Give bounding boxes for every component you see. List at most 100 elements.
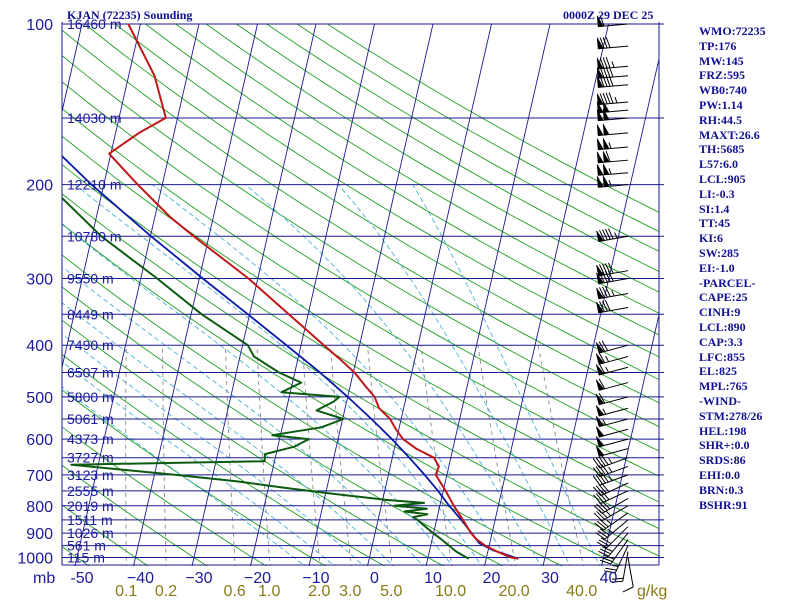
isotherm-line xyxy=(601,312,659,566)
wind-barb xyxy=(596,228,629,242)
sounding-profiles xyxy=(62,23,519,560)
mixing-ratio-label: 3.0 xyxy=(339,583,361,600)
dry-adiabat-line xyxy=(266,23,659,252)
height-label: 8449 m xyxy=(67,306,114,322)
index-item: LI:-0.3 xyxy=(699,186,735,201)
index-item: LCL:890 xyxy=(699,319,746,334)
temperature-tick-label: 20 xyxy=(483,570,501,587)
wind-barb xyxy=(593,490,629,504)
wind-barb xyxy=(596,15,629,28)
dry-adiabat-line xyxy=(62,389,327,566)
height-label: 5061 m xyxy=(67,411,114,427)
wind-barb xyxy=(596,92,629,106)
wind-barb xyxy=(595,415,629,428)
wind-barb xyxy=(595,378,629,391)
height-label: 2555 m xyxy=(67,483,114,499)
dry-adiabat-line xyxy=(62,135,659,503)
wind-barb xyxy=(596,36,629,50)
wind-barb xyxy=(596,286,629,300)
index-item: STM:278/26 xyxy=(699,408,763,423)
dry-adiabat-line xyxy=(0,24,33,569)
mixing-ratio-label: 0.6 xyxy=(224,583,246,600)
isotherm-line xyxy=(308,23,434,566)
index-item: LCL:905 xyxy=(699,171,746,186)
index-item: TH:5685 xyxy=(699,142,745,157)
mixing-ratio-label: 20.0 xyxy=(499,583,530,600)
mixing-ratio-line xyxy=(301,345,321,566)
wind-barb xyxy=(594,512,629,531)
index-item: CAPE:25 xyxy=(699,290,748,305)
wind-barb xyxy=(593,498,629,514)
index-item: KI:6 xyxy=(699,231,723,246)
dry-adiabat-line xyxy=(62,193,659,557)
sounding-indices: WMO:72235 TP:176 MW:145 FRZ:595 WB0:740 PW:1.… xyxy=(699,24,799,512)
height-label: 2019 m xyxy=(67,498,114,514)
axis-labels: 16460 m 14030 m 12210 m 10780 m 9550 m 8449 m… xyxy=(17,16,667,600)
height-label: 5800 m xyxy=(67,389,114,405)
index-item: FRZ:595 xyxy=(699,68,745,83)
index-item: MW:145 xyxy=(699,53,744,68)
wind-barb xyxy=(596,163,629,176)
wind-barb xyxy=(595,352,629,365)
mixing-ratio-line xyxy=(224,345,236,566)
wind-barb xyxy=(595,436,629,448)
index-item: TP:176 xyxy=(699,38,737,53)
isotherm-line xyxy=(250,23,375,566)
wind-barb xyxy=(593,505,629,522)
isobars xyxy=(61,22,664,566)
wind-barb xyxy=(599,539,629,565)
mixing-ratio-label: 10.0 xyxy=(435,583,466,600)
index-item: EL:825 xyxy=(699,364,738,379)
index-item: -PARCEL- xyxy=(699,275,756,290)
isotherm-line xyxy=(0,24,24,569)
dry-adiabat-line xyxy=(62,54,659,428)
index-item: L57:6.0 xyxy=(699,157,738,172)
pressure-tick-label: 400 xyxy=(26,338,53,355)
wind-barbs xyxy=(592,15,634,593)
index-item: TT:45 xyxy=(699,216,731,231)
dry-adiabat-line xyxy=(62,464,208,566)
wind-barb xyxy=(595,393,629,406)
wind-barb xyxy=(595,519,629,540)
wind-barb xyxy=(598,532,629,557)
dry-adiabat-line xyxy=(62,81,659,452)
pressure-tick-label: 500 xyxy=(26,390,53,407)
temperature-tick-label: −30 xyxy=(185,570,212,587)
height-label: 10780 m xyxy=(67,228,121,244)
mixing-ratio-label: 40.0 xyxy=(566,583,597,600)
index-item: HEL:198 xyxy=(699,423,747,438)
wind-barb xyxy=(595,445,629,457)
dry-adiabat-line xyxy=(62,29,659,404)
mixing-ratio-line xyxy=(420,345,453,566)
dry-adiabat-line xyxy=(175,23,659,314)
index-item: MPL:765 xyxy=(699,379,748,394)
wind-barb xyxy=(592,455,629,469)
moist-adiabat-line xyxy=(152,184,512,566)
wind-barb xyxy=(595,363,629,376)
mixing-ratio-label: 2.0 xyxy=(308,583,330,600)
mixing-ratio-label: 0.1 xyxy=(115,583,137,600)
index-item: RH:44.5 xyxy=(699,112,742,127)
index-item: SHR+:0.0 xyxy=(699,438,750,453)
mixing-ratio-label: 5.0 xyxy=(380,583,402,600)
pressure-tick-label: 700 xyxy=(26,468,53,485)
temperature-trace xyxy=(108,23,519,560)
mixing-ratio-unit-label: g/kg xyxy=(637,583,667,600)
station-title: KJAN (72235) Sounding xyxy=(67,8,192,22)
wind-barb xyxy=(595,426,629,438)
wind-barb xyxy=(592,472,629,486)
index-item: SI:1.4 xyxy=(699,201,730,216)
mixing-ratio-line xyxy=(162,345,167,566)
wind-barb xyxy=(596,137,629,151)
dry-adiabat-line xyxy=(145,23,659,336)
moist-adiabat-line xyxy=(62,223,453,566)
wind-barb xyxy=(595,340,629,354)
mixing-ratio-line xyxy=(367,345,393,566)
wind-barb xyxy=(595,405,629,417)
moist-adiabat-line xyxy=(412,184,601,566)
temperature-tick-label: 40 xyxy=(600,570,618,587)
temperature-tick-label: −40 xyxy=(127,570,154,587)
isotherm-line xyxy=(133,23,258,566)
wind-barb xyxy=(593,482,629,497)
